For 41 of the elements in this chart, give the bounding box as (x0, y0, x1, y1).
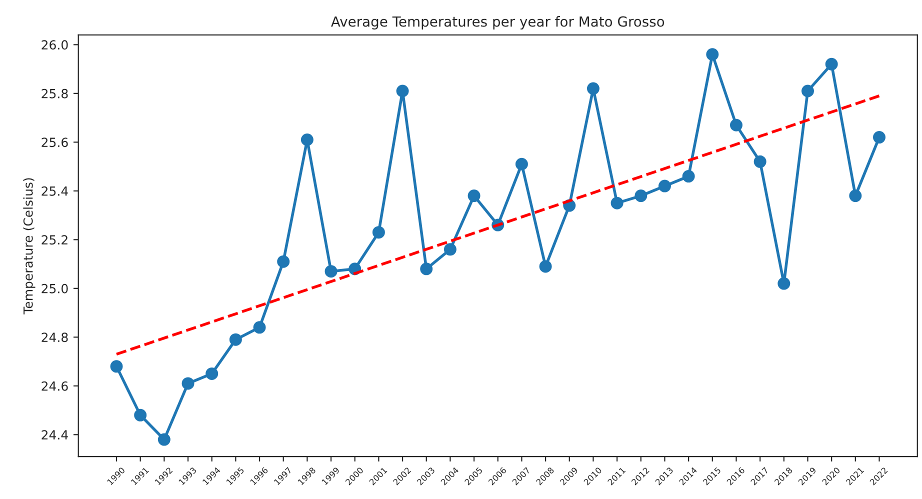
point (468, 190, 480, 202)
point (229, 333, 242, 346)
point (658, 180, 671, 192)
point (778, 277, 790, 290)
point (253, 321, 266, 334)
y-tick-label: 26.0 (42, 40, 68, 50)
y-tick-label: 25.2 (42, 235, 68, 245)
y-tick-label: 24.6 (42, 381, 68, 391)
point (158, 433, 170, 446)
y-axis-title: Temperature (Celsius) (23, 178, 36, 314)
chart-title: Average Temperatures per year for Mato Grosso (331, 16, 664, 30)
point (277, 255, 290, 268)
point (586, 82, 600, 95)
point (873, 131, 886, 144)
point (134, 408, 147, 422)
y-tick-label: 25.6 (42, 138, 68, 148)
point (539, 260, 552, 273)
point (730, 118, 742, 132)
point (372, 226, 385, 239)
y-tick-label: 24.8 (42, 332, 68, 342)
point (849, 190, 862, 202)
y-tick-label: 24.4 (42, 430, 68, 440)
point (754, 155, 766, 168)
point (110, 360, 123, 373)
point (300, 133, 314, 146)
point (825, 58, 838, 70)
point (682, 170, 695, 183)
y-tick-label: 25.8 (42, 88, 68, 98)
point (610, 196, 624, 210)
point (324, 265, 338, 278)
y-tick-label: 25.4 (42, 186, 68, 196)
point (182, 377, 194, 390)
point (634, 190, 648, 202)
point (706, 48, 719, 61)
point (515, 158, 528, 170)
point (206, 367, 218, 380)
point (420, 262, 433, 276)
y-tick-label: 25.0 (42, 284, 68, 294)
point (801, 84, 814, 98)
point (444, 243, 456, 256)
point (396, 84, 409, 98)
